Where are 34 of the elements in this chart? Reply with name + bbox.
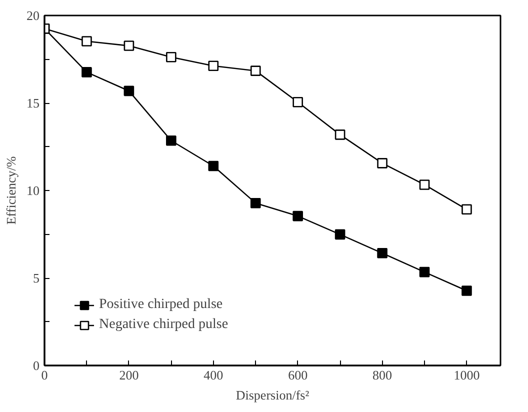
y-tick-label: 10 [26, 183, 40, 198]
point [292, 210, 303, 222]
point [250, 66, 261, 76]
legend-label: Negative chirped pulse [99, 317, 228, 333]
x-tick-label: 400 [204, 368, 224, 382]
x-tick-label: 600 [288, 368, 308, 382]
y-tick-label: 5 [33, 270, 40, 286]
point [124, 86, 134, 96]
y-axis-title: Efficiency/% [4, 156, 18, 225]
y-tick-label: 15 [26, 96, 40, 110]
y-tick-label: 0 [33, 358, 40, 373]
point [166, 52, 176, 62]
point [124, 40, 134, 51]
point [166, 135, 176, 146]
point [208, 160, 219, 172]
point [462, 204, 472, 215]
x-tick-label: 800 [372, 368, 392, 382]
point [82, 36, 92, 46]
point [208, 60, 219, 72]
x-axis-title: Dispersion/fs² [236, 388, 310, 402]
x-tick-label: 200 [119, 368, 139, 382]
point [377, 248, 388, 258]
x-tick-label: 1000 [454, 368, 480, 382]
point [419, 180, 430, 190]
point [250, 198, 261, 208]
y-tick-label: 20 [26, 8, 40, 23]
point [462, 286, 472, 296]
legend-label: Positive chirped pulse [99, 297, 223, 313]
point [334, 130, 346, 140]
point [419, 266, 430, 278]
point [334, 229, 346, 240]
point [377, 158, 388, 168]
point [82, 67, 92, 78]
point [292, 96, 303, 108]
